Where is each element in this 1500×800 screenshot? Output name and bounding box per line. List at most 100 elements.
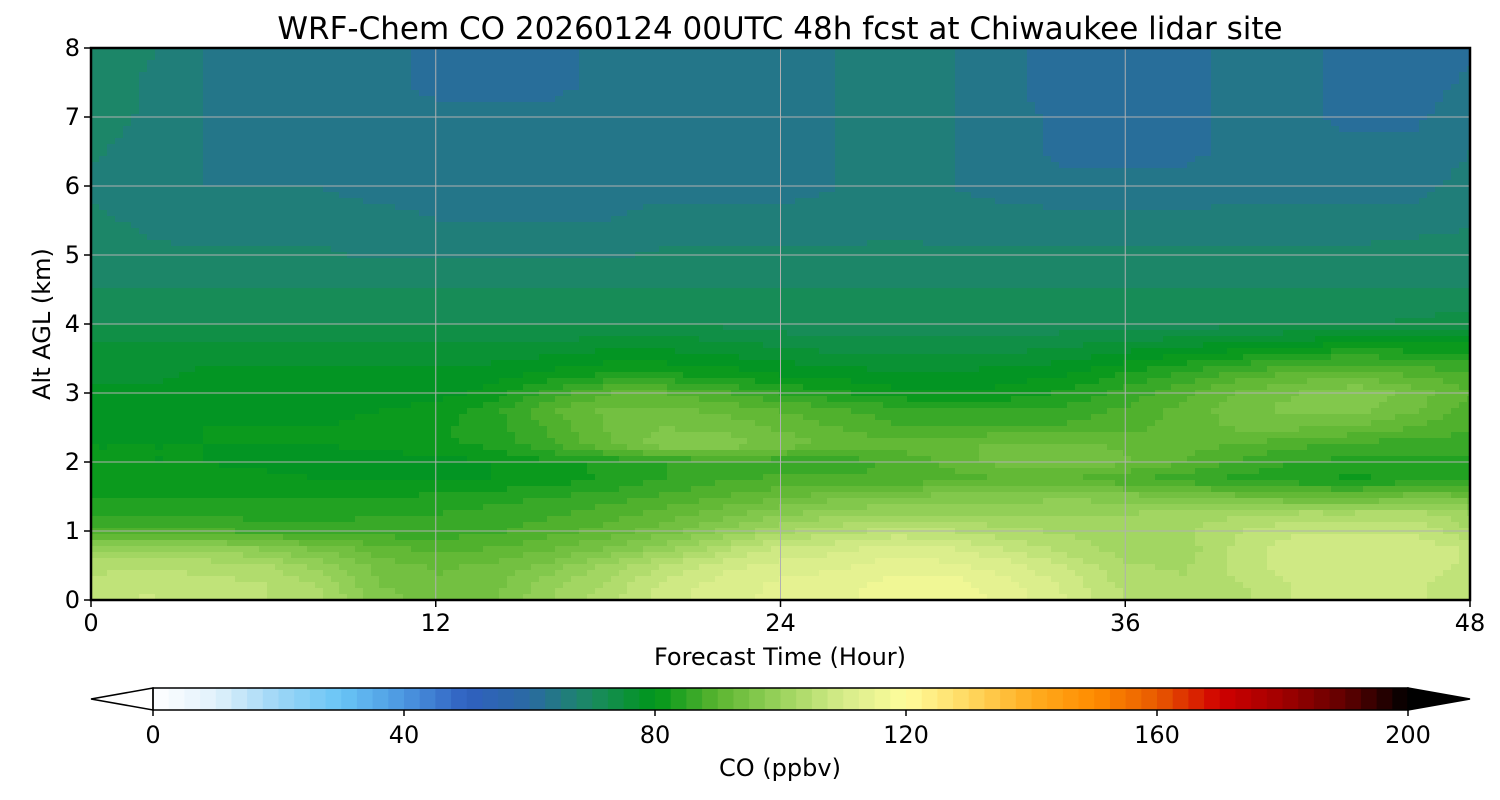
heatmap-cell <box>883 198 892 205</box>
heatmap-cell <box>579 150 588 157</box>
heatmap-cell <box>323 72 332 79</box>
heatmap-cell <box>1035 192 1044 199</box>
heatmap-cell <box>1331 108 1340 115</box>
heatmap-cell <box>419 66 428 73</box>
heatmap-cell <box>1275 72 1284 79</box>
heatmap-cell <box>323 162 332 169</box>
heatmap-cell <box>323 210 332 217</box>
heatmap-cell <box>1235 66 1244 73</box>
heatmap-cell <box>843 120 852 127</box>
heatmap-cell <box>1187 144 1196 151</box>
heatmap-cell <box>107 78 116 85</box>
heatmap-cell <box>499 72 508 79</box>
heatmap-cell <box>467 96 476 103</box>
heatmap-cell <box>1419 72 1428 79</box>
heatmap-cell <box>1227 168 1236 175</box>
heatmap-cell <box>1419 150 1428 157</box>
heatmap-cell <box>475 192 484 199</box>
heatmap-cell <box>435 102 444 109</box>
heatmap-cell <box>147 72 156 79</box>
heatmap-cell <box>1459 204 1468 211</box>
heatmap-cell <box>627 78 636 85</box>
heatmap-cell <box>1195 204 1204 211</box>
heatmap-cell <box>963 216 972 223</box>
heatmap-cell <box>963 210 972 217</box>
heatmap-cell <box>323 132 332 139</box>
heatmap-cell <box>259 90 268 97</box>
heatmap-cell <box>1091 186 1100 193</box>
heatmap-cell <box>307 216 316 223</box>
heatmap-cell <box>243 162 252 169</box>
heatmap-cell <box>739 186 748 193</box>
heatmap-cell <box>1171 192 1180 199</box>
heatmap-cell <box>515 54 524 61</box>
heatmap-cell <box>1171 96 1180 103</box>
heatmap-cell <box>611 216 620 223</box>
heatmap-cell <box>1139 174 1148 181</box>
heatmap-cell <box>1467 198 1470 205</box>
heatmap-cell <box>419 156 428 163</box>
heatmap-cell <box>1059 210 1068 217</box>
heatmap-cell <box>531 186 540 193</box>
heatmap-cell <box>1235 156 1244 163</box>
heatmap-cell <box>1371 210 1380 217</box>
heatmap-cell <box>571 138 580 145</box>
heatmap-cell <box>203 102 212 109</box>
heatmap-cell <box>1395 90 1404 97</box>
heatmap-cell <box>787 204 796 211</box>
heatmap-cell <box>1187 132 1196 139</box>
heatmap-cell <box>1235 162 1244 169</box>
heatmap-cell <box>99 174 108 181</box>
heatmap-cell <box>963 120 972 127</box>
heatmap-cell <box>1195 168 1204 175</box>
heatmap-cell <box>1035 138 1044 145</box>
heatmap-cell <box>299 186 308 193</box>
heatmap-cell <box>1179 96 1188 103</box>
heatmap-cell <box>307 102 316 109</box>
heatmap-cell <box>1283 138 1292 145</box>
heatmap-cell <box>1011 78 1020 85</box>
heatmap-cell <box>827 204 836 211</box>
heatmap-cell <box>803 54 812 61</box>
heatmap-cell <box>275 60 284 67</box>
heatmap-cell <box>507 72 516 79</box>
heatmap-cell <box>283 192 292 199</box>
heatmap-cell <box>1347 150 1356 157</box>
heatmap-cell <box>595 90 604 97</box>
heatmap-cell <box>163 210 172 217</box>
heatmap-cell <box>1467 138 1470 145</box>
heatmap-cell <box>907 102 916 109</box>
heatmap-cell <box>251 144 260 151</box>
heatmap-cell <box>611 150 620 157</box>
heatmap-cell <box>1019 144 1028 151</box>
heatmap-cell <box>747 174 756 181</box>
heatmap-cell <box>635 54 644 61</box>
heatmap-cell <box>1411 96 1420 103</box>
heatmap-cell <box>859 96 868 103</box>
heatmap-cell <box>1011 216 1020 223</box>
heatmap-cell <box>1203 54 1212 61</box>
heatmap-cell <box>307 84 316 91</box>
heatmap-cell <box>1227 186 1236 193</box>
heatmap-cell <box>1251 90 1260 97</box>
heatmap-cell <box>523 210 532 217</box>
heatmap-cell <box>883 120 892 127</box>
heatmap-cell <box>1051 126 1060 133</box>
heatmap-cell <box>667 204 676 211</box>
heatmap-cell <box>307 168 316 175</box>
heatmap-cell <box>195 84 204 91</box>
heatmap-cell <box>1235 132 1244 139</box>
heatmap-cell <box>603 138 612 145</box>
heatmap-cell <box>923 162 932 169</box>
heatmap-cell <box>379 162 388 169</box>
heatmap-cell <box>1171 186 1180 193</box>
heatmap-cell <box>795 174 804 181</box>
heatmap-cell <box>1299 60 1308 67</box>
heatmap-cell <box>115 204 124 211</box>
heatmap-cell <box>515 216 524 223</box>
heatmap-cell <box>323 102 332 109</box>
heatmap-cell <box>155 216 164 223</box>
heatmap-cell <box>1395 192 1404 199</box>
heatmap-cell <box>1291 150 1300 157</box>
heatmap-cell <box>171 186 180 193</box>
